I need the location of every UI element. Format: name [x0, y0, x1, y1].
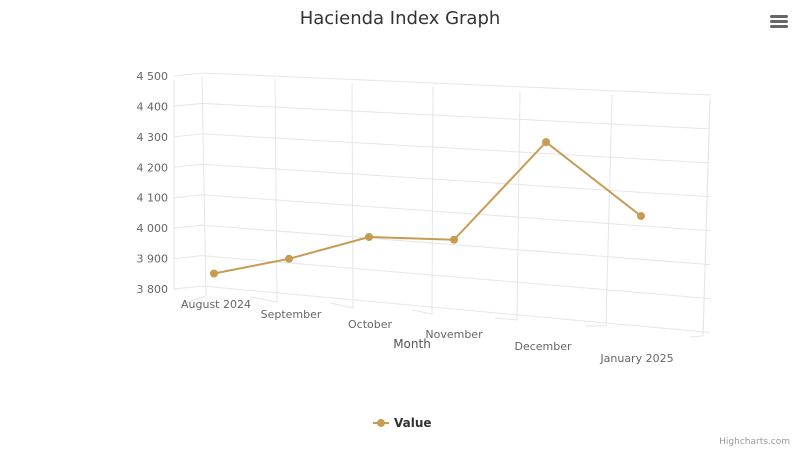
y-tick-label: 3 900 [137, 253, 169, 266]
hamburger-menu-icon [770, 15, 788, 28]
credits-link[interactable]: Highcharts.com [719, 437, 790, 447]
grid-line-left-wall [173, 285, 203, 290]
grid-line-vertical [605, 94, 613, 327]
grid-line-floor [329, 302, 354, 309]
grid-line-left-wall [173, 194, 203, 199]
grid-line-left-wall [173, 255, 203, 260]
x-tick-label: September [261, 308, 322, 321]
legend-item-value[interactable]: Value [373, 416, 432, 430]
chart-title: Hacienda Index Graph [300, 8, 501, 29]
x-axis-title: Month [393, 337, 431, 351]
grid-line-horizontal [201, 133, 711, 164]
x-axis-ticks: August 2024 September October November Decem… [181, 298, 674, 365]
y-tick-label: 4 500 [137, 70, 169, 83]
x-tick-label: November [425, 328, 483, 341]
grid-line-vertical [516, 90, 521, 321]
grid-line-floor [179, 295, 207, 306]
data-point[interactable] [542, 138, 550, 147]
y-tick-label: 4 400 [137, 100, 169, 113]
legend-symbol [373, 419, 389, 427]
grid-line-horizontal [201, 163, 711, 198]
grid-line-vertical [274, 78, 278, 303]
data-point[interactable] [450, 235, 458, 244]
grid-line-vertical [431, 86, 434, 315]
x-tick-label: December [514, 340, 572, 353]
data-point[interactable] [285, 254, 293, 263]
data-point[interactable] [637, 212, 645, 220]
x-tick-label: January 2025 [599, 352, 673, 365]
grid-line-vertical [201, 75, 207, 297]
x-tick-label: August 2024 [181, 298, 251, 311]
series-value[interactable] [210, 138, 645, 278]
y-axis-labels: 3 800 3 900 4 000 4 100 4 200 4 300 4 400 4 500 [137, 70, 169, 296]
series-line [213, 140, 642, 275]
grid-line-horizontal [201, 102, 711, 130]
y-tick-label: 4 200 [137, 161, 169, 174]
grid-line-horizontal [201, 224, 711, 266]
grid-line-left-wall [173, 72, 203, 77]
y-tick-label: 4 100 [137, 192, 169, 205]
grid-line-horizontal [201, 285, 711, 333]
grid-line-floor [249, 296, 278, 303]
grid-line-left-wall [173, 224, 203, 229]
context-menu-button[interactable] [766, 10, 792, 36]
grid-line-left-wall [173, 163, 203, 168]
x-tick-label: October [348, 318, 392, 331]
grid-line-left-wall [173, 133, 203, 138]
grid-line-floor [689, 335, 704, 338]
grid-line-horizontal [201, 72, 711, 96]
grid-line-vertical [351, 82, 354, 309]
data-point[interactable] [210, 269, 218, 278]
data-point[interactable] [365, 233, 373, 241]
y-tick-label: 3 800 [137, 283, 169, 296]
y-tick-label: 4 300 [137, 131, 169, 144]
grid-line-floor [494, 317, 518, 321]
legend-label: Value [394, 416, 432, 430]
grid-line-horizontal [201, 255, 711, 300]
grid-line-left-wall [173, 102, 203, 107]
y-tick-label: 4 000 [137, 222, 169, 235]
plot-grid [173, 72, 711, 338]
grid-line-floor [411, 309, 433, 315]
right-wall-edge [702, 97, 711, 337]
grid-line-horizontal [201, 194, 711, 232]
